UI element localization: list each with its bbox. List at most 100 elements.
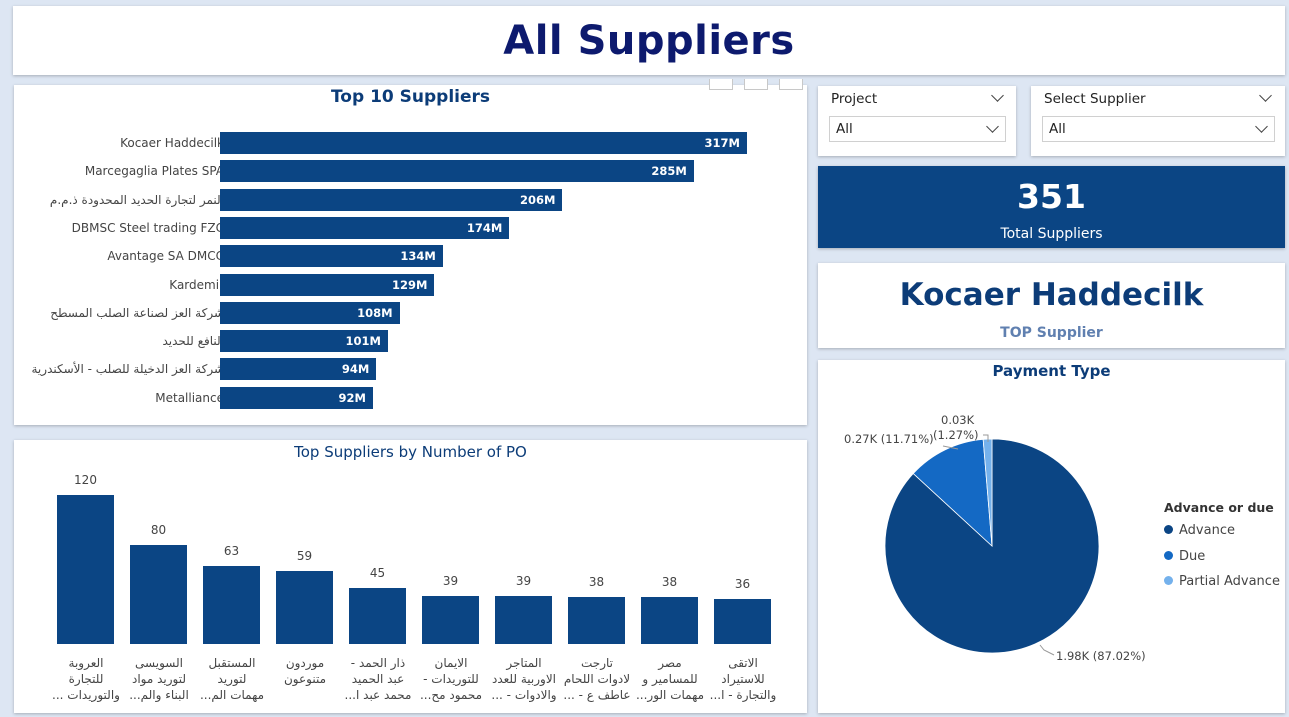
bar-row[interactable]: Kocaer Haddecilk 317M bbox=[14, 132, 807, 154]
bar[interactable] bbox=[714, 599, 771, 644]
focus-mode-icon[interactable] bbox=[744, 79, 768, 90]
bar-row[interactable]: Metalliance 92M bbox=[14, 386, 807, 409]
bar-category-label: ذار الحمد - عبد الحميد محمد عبد ا... bbox=[344, 656, 412, 702]
bar-row[interactable]: النافع للحديد 101M bbox=[14, 330, 807, 353]
pie-label-partial-pct: (1.27%) bbox=[933, 428, 979, 442]
bar[interactable] bbox=[349, 588, 406, 644]
bar[interactable]: 285M bbox=[220, 160, 694, 183]
project-slicer-label: Project bbox=[831, 91, 878, 107]
bar-value-label: 80 bbox=[150, 522, 167, 537]
bar[interactable] bbox=[568, 596, 625, 644]
bar[interactable] bbox=[422, 595, 479, 644]
bar-value-label: 94M bbox=[341, 362, 370, 377]
bar-value-label: 317M bbox=[704, 136, 740, 150]
legend-item[interactable]: Partial Advance bbox=[1164, 574, 1280, 589]
chevron-down-icon[interactable] bbox=[1259, 89, 1272, 102]
bar-row[interactable]: Marcegaglia Plates SPA 285M bbox=[14, 160, 807, 183]
bar-row[interactable]: شركة العز لصناعة الصلب المسطح 108M bbox=[14, 301, 807, 324]
legend-item[interactable]: Advance bbox=[1164, 523, 1235, 538]
bar-value-label: 206M bbox=[520, 192, 556, 207]
bar[interactable]: 129M bbox=[220, 273, 435, 296]
top-supplier-label: TOP Supplier bbox=[1000, 325, 1103, 341]
bar[interactable]: 94M bbox=[220, 358, 377, 381]
bar-value-label: 120 bbox=[74, 473, 97, 487]
bar[interactable] bbox=[495, 595, 552, 644]
bar-value-label: 36 bbox=[734, 577, 751, 592]
top10-title: Top 10 Suppliers bbox=[330, 87, 491, 107]
po-title: Top Suppliers by Number of PO bbox=[294, 443, 527, 461]
bar-category-label: شركة العز الدخيلة للصلب - الأسكندرية bbox=[31, 362, 225, 377]
supplier-selected-value: All bbox=[1049, 121, 1066, 137]
supplier-slicer[interactable]: Select Supplier All bbox=[1031, 86, 1285, 156]
more-options-icon[interactable] bbox=[779, 79, 803, 90]
bar-category-label: Marcegaglia Plates SPA bbox=[84, 164, 224, 179]
supplier-slicer-label: Select Supplier bbox=[1044, 91, 1146, 107]
bar[interactable] bbox=[57, 495, 114, 644]
bar-category-label: الاتقى للاستيراد والتجارة - ا... bbox=[709, 656, 777, 702]
pie-leader-line bbox=[1039, 644, 1055, 656]
bar-category-label: مصر للمسامير و مهمات الور... bbox=[635, 656, 705, 702]
bar-value-label: 92M bbox=[338, 390, 366, 405]
payment-pie bbox=[884, 434, 1100, 656]
bar-value-label: 101M bbox=[345, 334, 381, 349]
bar-category-label: Kocaer Haddecilk bbox=[120, 136, 224, 150]
bar[interactable]: 317M bbox=[220, 132, 747, 154]
top10-suppliers-chart[interactable]: Top 10 Suppliers Kocaer Haddecilk 317M Mar… bbox=[14, 79, 807, 425]
total-suppliers-label: Total Suppliers bbox=[1000, 226, 1103, 242]
bar-category-label: Avantage SA DMCC bbox=[107, 249, 224, 264]
legend-item[interactable]: Due bbox=[1164, 549, 1205, 564]
pie-slice-due[interactable] bbox=[912, 438, 993, 547]
bar[interactable]: 92M bbox=[220, 386, 373, 409]
bar[interactable] bbox=[641, 596, 698, 644]
project-slicer[interactable]: Project All bbox=[818, 86, 1016, 156]
po-count-chart[interactable]: Top Suppliers by Number of PO 120 العروبة… bbox=[14, 440, 807, 713]
legend-label: Partial Advance bbox=[1179, 574, 1280, 589]
chevron-down-icon[interactable] bbox=[986, 120, 999, 133]
bar-row[interactable]: DBMSC Steel trading FZC 174M bbox=[14, 216, 807, 239]
filter-icon[interactable] bbox=[709, 79, 733, 90]
bar-category-label: موردون متنوعون bbox=[283, 656, 327, 686]
top-supplier-name: Kocaer Haddecilk bbox=[899, 277, 1204, 313]
bar-value-label: 39 bbox=[442, 573, 459, 588]
bar[interactable]: 134M bbox=[220, 245, 443, 268]
bar-value-label: 129M bbox=[392, 277, 428, 292]
bar-category-label: Metalliance bbox=[155, 390, 224, 405]
bar-category-label: النافع للحديد bbox=[162, 334, 224, 349]
payment-type-chart[interactable]: Payment Type 0.27K (11.71%) 0.03K (1.27%… bbox=[818, 360, 1285, 713]
bar-category-label: المستقبل لتوريد مهمات الم... bbox=[199, 656, 265, 702]
bar-value-label: 59 bbox=[296, 548, 313, 563]
top-supplier-card: Kocaer Haddecilk TOP Supplier bbox=[818, 263, 1285, 348]
bar[interactable] bbox=[130, 544, 187, 644]
bar-row[interactable]: النمر لتجارة الحديد المحدودة ذ.م.م 206M bbox=[14, 188, 807, 211]
bar-value-label: 285M bbox=[651, 164, 687, 179]
pie-leader-line bbox=[983, 434, 989, 442]
bar-row[interactable]: Avantage SA DMCC 134M bbox=[14, 245, 807, 268]
bar-value-label: 38 bbox=[588, 574, 605, 589]
total-suppliers-value: 351 bbox=[1017, 177, 1086, 216]
chevron-down-icon[interactable] bbox=[991, 89, 1004, 102]
bar-row[interactable]: شركة العز الدخيلة للصلب - الأسكندرية 94M bbox=[14, 358, 807, 381]
legend-dot-icon bbox=[1164, 550, 1173, 560]
bar-category-label: العروبة للتجارة والتوريدات ... bbox=[52, 656, 120, 702]
bar-row[interactable]: Kardemir 129M bbox=[14, 273, 807, 296]
total-suppliers-card: 351 Total Suppliers bbox=[818, 166, 1285, 248]
chevron-down-icon[interactable] bbox=[1255, 120, 1268, 133]
supplier-dropdown[interactable]: All bbox=[1042, 116, 1275, 142]
bar[interactable]: 174M bbox=[220, 216, 510, 239]
bar[interactable]: 108M bbox=[220, 301, 400, 324]
bar-value-label: 108M bbox=[357, 305, 393, 320]
bar-category-label: الايمان للتوريدات - محمود مح... bbox=[419, 656, 483, 702]
bar[interactable] bbox=[276, 570, 333, 644]
bar-value-label: 63 bbox=[223, 543, 240, 558]
bar[interactable]: 101M bbox=[220, 330, 388, 353]
legend-title: Advance or due bbox=[1164, 500, 1274, 515]
bar[interactable]: 206M bbox=[220, 188, 563, 211]
bar-value-label: 39 bbox=[515, 573, 532, 588]
pie-label-partial-value: 0.03K bbox=[941, 413, 975, 427]
project-dropdown[interactable]: All bbox=[829, 116, 1006, 142]
bar-category-label: المتاجر الاوربية للعدد والادوات - ... bbox=[491, 656, 557, 702]
bar[interactable] bbox=[203, 565, 260, 644]
pie-label-advance: 1.98K (87.02%) bbox=[1056, 649, 1146, 663]
bar-value-label: 38 bbox=[661, 574, 678, 589]
bar-value-label: 134M bbox=[400, 249, 436, 264]
